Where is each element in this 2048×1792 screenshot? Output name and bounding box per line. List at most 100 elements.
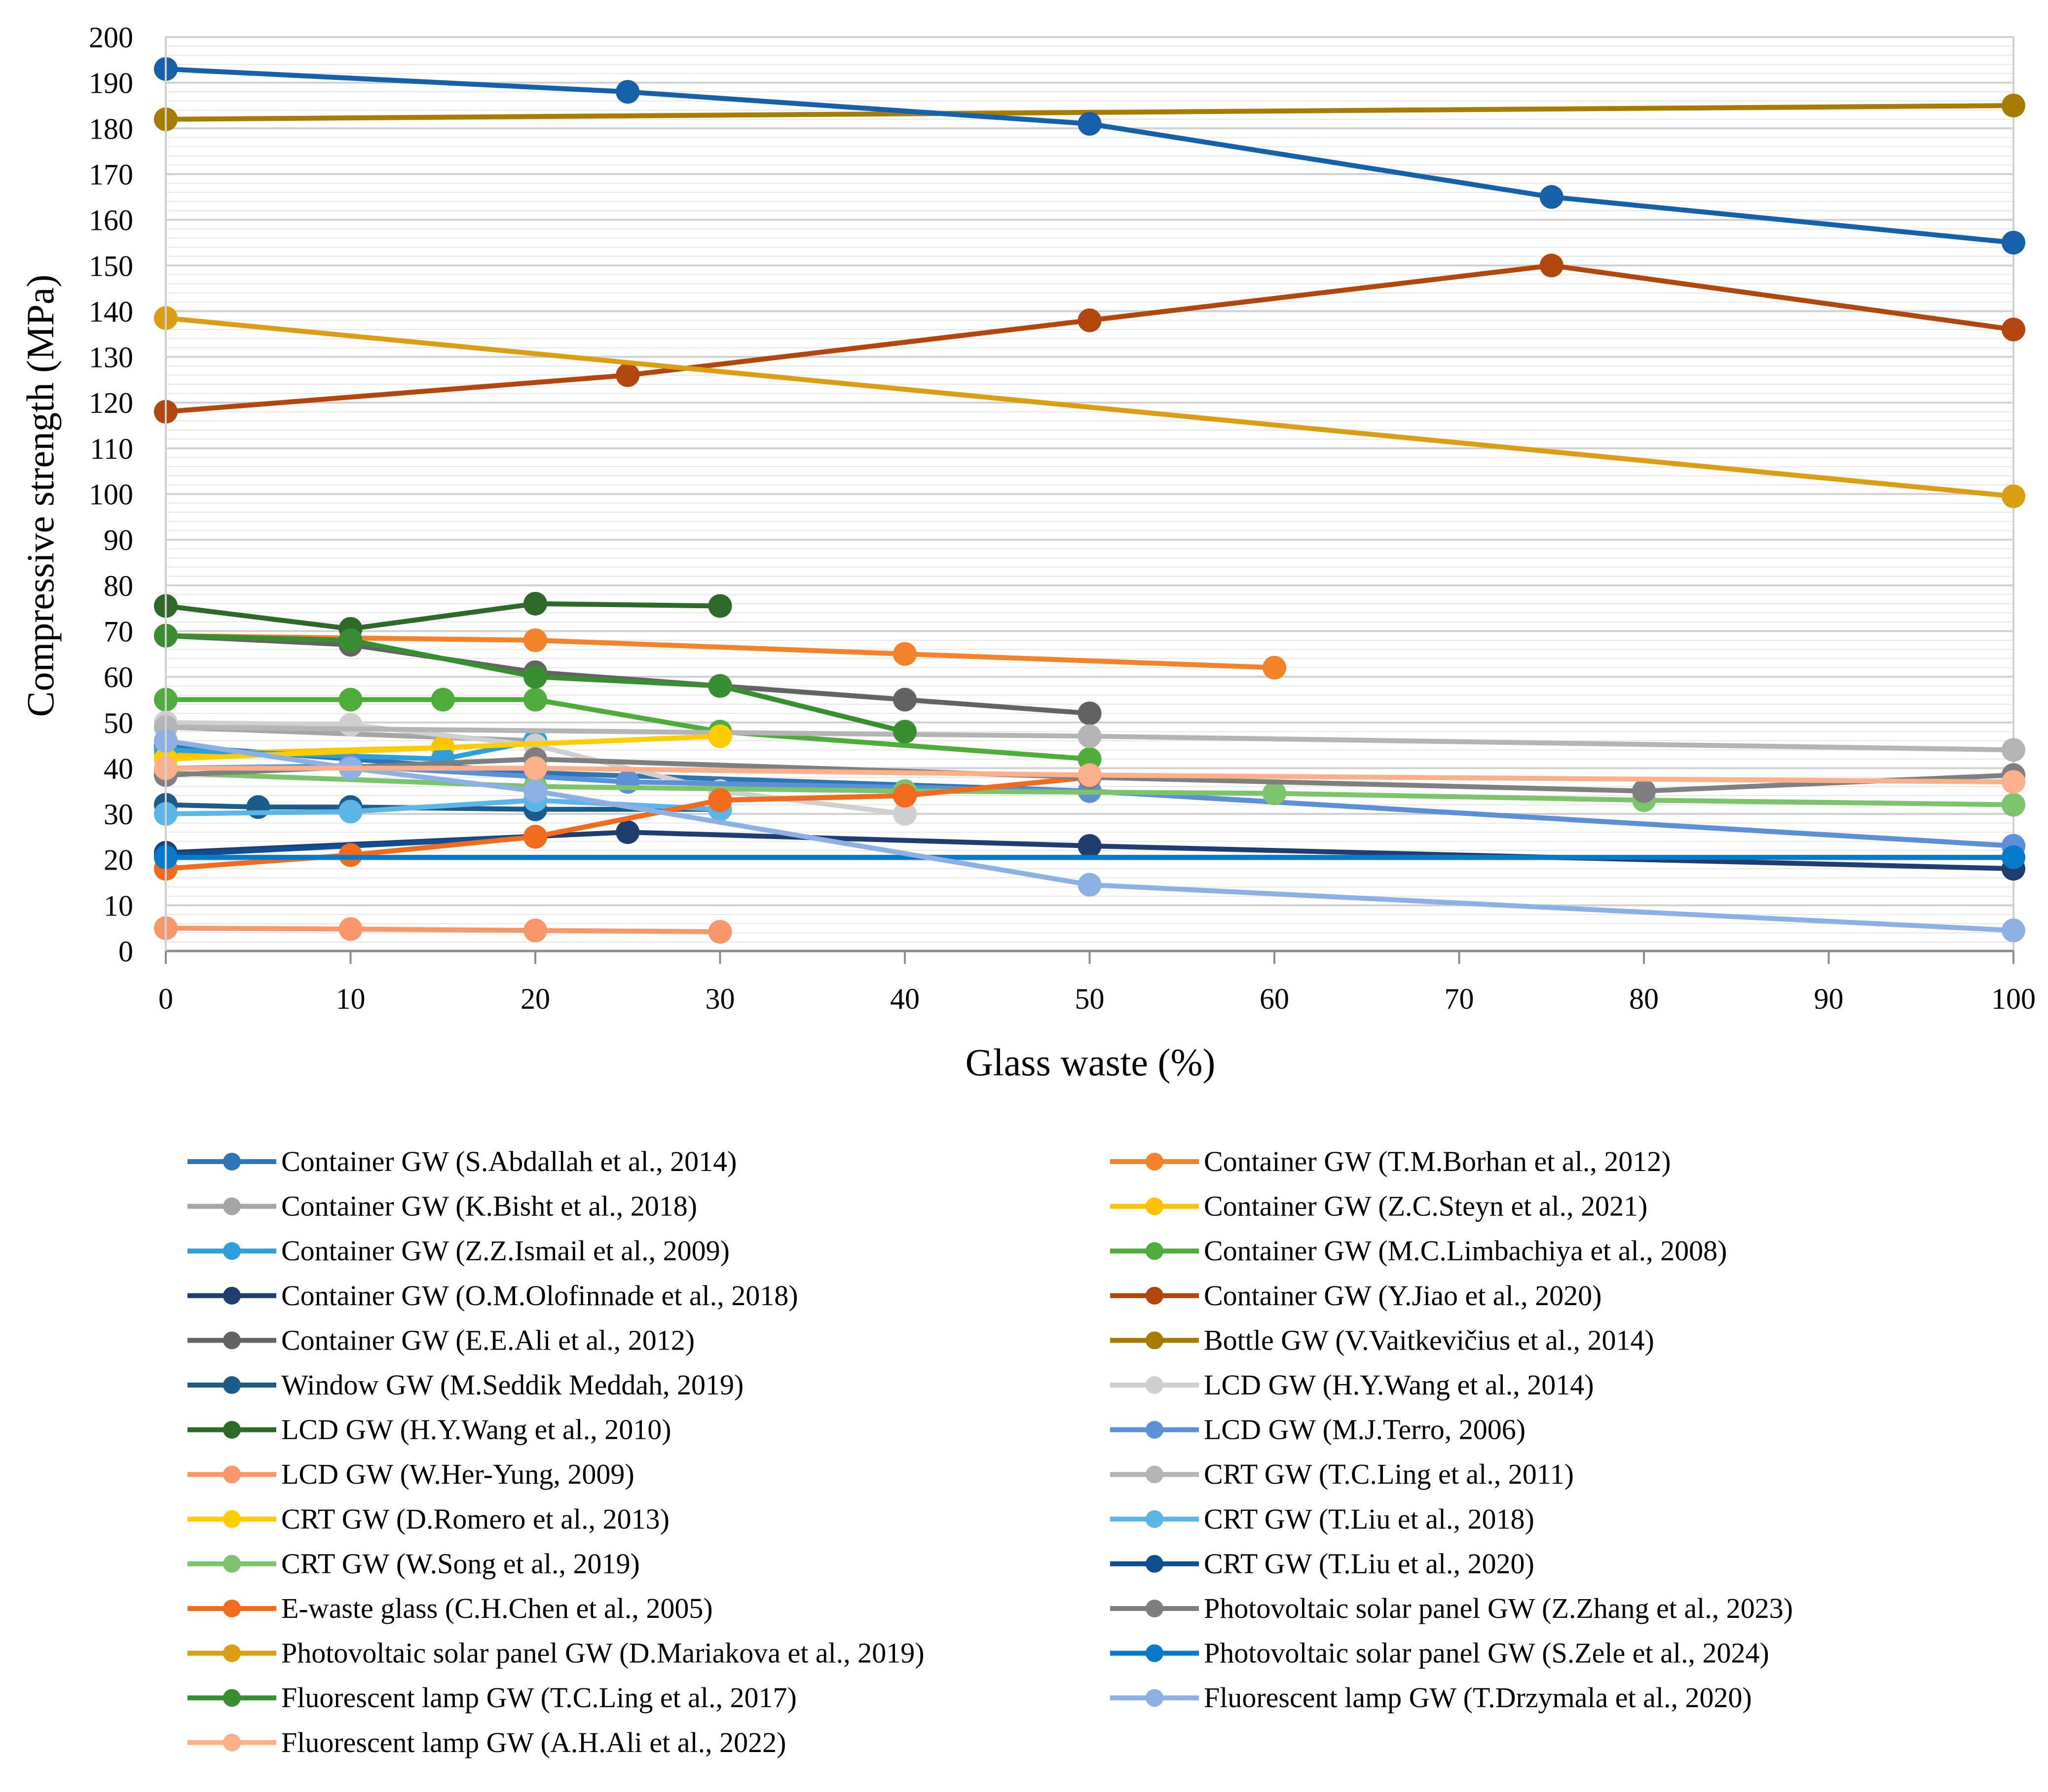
x-tick-label: 0 <box>158 983 173 1015</box>
legend-label: Fluorescent lamp GW (T.Drzymala et al., … <box>1204 1682 1752 1714</box>
legend-label: Fluorescent lamp GW (T.C.Ling et al., 20… <box>281 1682 797 1714</box>
series <box>154 591 732 641</box>
legend-item: LCD GW (H.Y.Wang et al., 2014) <box>1110 1369 1594 1401</box>
legend-swatch-marker <box>223 1689 241 1707</box>
legend-swatch-marker <box>223 1286 241 1305</box>
legend-swatch-marker <box>1146 1644 1163 1662</box>
data-point <box>523 779 547 803</box>
data-point <box>523 628 547 652</box>
y-tick-label: 80 <box>104 570 133 602</box>
legend-item: Container GW (Z.C.Steyn et al., 2021) <box>1110 1190 1647 1222</box>
data-point <box>893 688 917 712</box>
legend-swatch-marker <box>1146 1421 1163 1439</box>
legend-swatch-marker <box>1146 1555 1163 1573</box>
legend-item: Container GW (O.M.Olofinnade et al., 201… <box>187 1280 798 1312</box>
legend-label: CRT GW (W.Song et al., 2019) <box>281 1547 640 1579</box>
grid <box>166 36 2014 952</box>
legend-swatch-marker <box>1146 1153 1163 1170</box>
legend-item: CRT GW (D.Romero et al., 2013) <box>187 1503 670 1535</box>
legend-swatch-marker <box>1146 1510 1163 1528</box>
data-point <box>708 674 732 698</box>
data-point <box>2002 484 2025 509</box>
y-tick-label: 190 <box>89 67 133 100</box>
legend-item: LCD GW (W.Her-Yung, 2009) <box>187 1458 634 1490</box>
legend-item: Fluorescent lamp GW (T.Drzymala et al., … <box>1110 1682 1752 1714</box>
data-point <box>523 688 547 712</box>
series-lines <box>154 57 2025 944</box>
series-line <box>166 697 1090 762</box>
legend-item: Container GW (E.E.Ali et al., 2012) <box>187 1324 695 1356</box>
legend-item: CRT GW (T.Liu et al., 2018) <box>1110 1503 1534 1535</box>
series <box>154 57 2025 255</box>
legend-swatch-marker <box>223 1733 241 1752</box>
legend-label: Window GW (M.Seddik Meddah, 2019) <box>281 1369 744 1401</box>
data-point <box>1078 308 1102 332</box>
legend-item: Fluorescent lamp GW (T.C.Ling et al., 20… <box>187 1682 797 1714</box>
data-point <box>1632 779 1656 803</box>
legend-label: Photovoltaic solar panel GW (D.Mariakova… <box>281 1637 925 1669</box>
data-point <box>431 688 455 712</box>
y-tick-label: 0 <box>118 935 133 968</box>
legend-item: Photovoltaic solar panel GW (S.Zele et a… <box>1110 1637 1769 1669</box>
legend-item: LCD GW (H.Y.Wang et al., 2010) <box>187 1414 671 1446</box>
data-point <box>1539 185 1564 209</box>
x-tick-label: 100 <box>1991 983 2036 1015</box>
data-point <box>1078 834 1102 858</box>
data-point <box>338 713 363 737</box>
y-tick-label: 70 <box>104 615 133 648</box>
legend-label: Container GW (Y.Jiao et al., 2020) <box>1204 1280 1601 1312</box>
legend-item: Container GW (Y.Jiao et al., 2020) <box>1110 1280 1601 1312</box>
data-point <box>1263 656 1286 680</box>
legend-item: Container GW (S.Abdallah et al., 2014) <box>187 1145 737 1177</box>
legend-label: Container GW (T.M.Borhan et al., 2012) <box>1204 1145 1671 1177</box>
y-tick-label: 160 <box>89 204 133 237</box>
data-point <box>1078 763 1102 787</box>
series <box>154 916 732 944</box>
data-point <box>523 756 547 780</box>
legend-label: Container GW (S.Abdallah et al., 2014) <box>281 1145 737 1177</box>
data-point <box>523 665 547 689</box>
y-tick-label: 60 <box>104 661 133 694</box>
legend-swatch-marker <box>223 1465 241 1484</box>
data-point <box>708 920 732 944</box>
legend-label: Container GW (Z.Z.Ismail et al., 2009) <box>281 1235 730 1267</box>
legend-swatch-marker <box>223 1153 241 1170</box>
legend-swatch-marker <box>223 1421 241 1439</box>
legend-label: LCD GW (M.J.Terro, 2006) <box>1204 1414 1526 1446</box>
legend-swatch-marker <box>223 1644 241 1662</box>
data-point <box>893 720 917 744</box>
series-line <box>165 601 720 631</box>
legend-item: Photovoltaic solar panel GW (D.Mariakova… <box>187 1637 925 1669</box>
data-point <box>1078 112 1102 136</box>
legend-swatch-marker <box>1146 1197 1163 1215</box>
legend-label: LCD GW (W.Her-Yung, 2009) <box>281 1458 634 1490</box>
series <box>154 306 2025 509</box>
data-point <box>2002 93 2025 117</box>
y-tick-label: 10 <box>104 889 133 922</box>
legend-item: E-waste glass (C.H.Chen et al., 2005) <box>187 1592 713 1624</box>
legend-item: CRT GW (T.C.Ling et al., 2011) <box>1110 1458 1574 1490</box>
data-point <box>1078 701 1102 726</box>
y-tick-label: 90 <box>104 524 133 556</box>
legend-swatch-marker <box>1146 1465 1163 1484</box>
x-tick-label: 10 <box>336 983 366 1015</box>
legend-label: Bottle GW (V.Vaitkevičius et al., 2014) <box>1204 1324 1654 1356</box>
x-tick-label: 50 <box>1075 983 1105 1015</box>
legend-swatch-marker <box>1146 1376 1163 1394</box>
data-point <box>1263 781 1286 805</box>
legend-label: Container GW (Z.C.Steyn et al., 2021) <box>1204 1190 1647 1222</box>
data-point <box>708 788 732 812</box>
legend-label: Fluorescent lamp GW (A.H.Ali et al., 202… <box>281 1726 786 1758</box>
legend-item: CRT GW (T.Liu et al., 2020) <box>1110 1547 1534 1579</box>
y-tick-label: 130 <box>89 341 133 374</box>
legend-swatch-marker <box>1146 1689 1163 1707</box>
data-point <box>338 917 363 941</box>
x-tick-label: 20 <box>521 983 550 1015</box>
y-tick-label: 40 <box>104 752 133 785</box>
legend-label: Container GW (O.M.Olofinnade et al., 201… <box>281 1280 798 1312</box>
data-point <box>338 628 363 652</box>
legend-label: Photovoltaic solar panel GW (S.Zele et a… <box>1204 1637 1769 1669</box>
data-point <box>2002 845 2025 870</box>
data-point <box>523 591 547 616</box>
